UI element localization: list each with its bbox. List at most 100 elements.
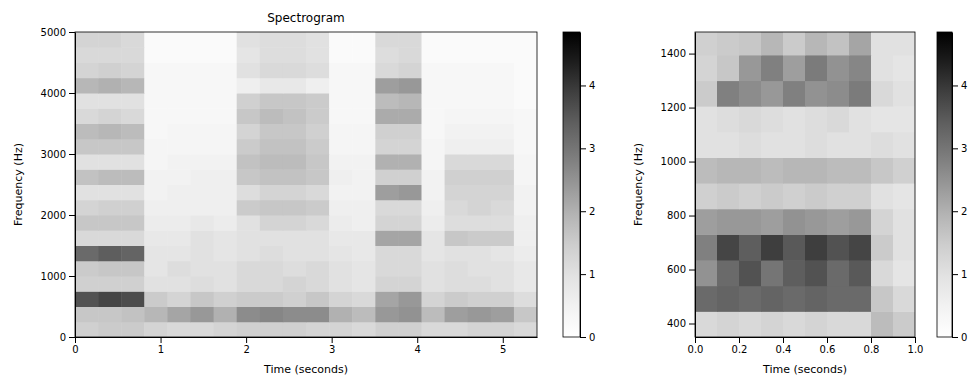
x-axis-tick-label: 1.0 bbox=[908, 344, 924, 355]
title: Spectrogram bbox=[267, 11, 345, 25]
y-axis-tick-label: 1200 bbox=[661, 102, 686, 113]
cell bbox=[695, 32, 718, 55]
cell bbox=[329, 154, 353, 170]
cell bbox=[893, 183, 915, 209]
cell bbox=[144, 230, 168, 246]
cell bbox=[167, 169, 191, 185]
cell bbox=[260, 63, 284, 79]
cell bbox=[306, 291, 330, 307]
cell bbox=[422, 200, 446, 216]
cell bbox=[422, 154, 446, 170]
cell bbox=[98, 139, 122, 155]
x-axis-tick-mark bbox=[783, 337, 784, 343]
cell bbox=[352, 307, 376, 323]
cell bbox=[167, 139, 191, 155]
cell bbox=[283, 108, 307, 124]
cell bbox=[445, 276, 469, 292]
cell bbox=[893, 286, 915, 312]
cell bbox=[283, 200, 307, 216]
cell bbox=[398, 276, 422, 292]
cell bbox=[283, 261, 307, 277]
cell bbox=[191, 32, 215, 48]
cell bbox=[167, 93, 191, 109]
cell bbox=[514, 215, 537, 231]
cell bbox=[491, 322, 515, 337]
y-axis-tick-mark bbox=[69, 93, 75, 94]
cell bbox=[375, 322, 399, 337]
cell bbox=[191, 185, 215, 201]
cell bbox=[237, 215, 261, 231]
x-axis-tick-mark bbox=[503, 337, 504, 343]
cell bbox=[144, 47, 168, 63]
y-axis-tick: 3000 bbox=[41, 149, 75, 160]
cell bbox=[445, 63, 469, 79]
cell bbox=[849, 234, 872, 260]
cell bbox=[214, 246, 238, 262]
colorbar-axis-tick: 1 bbox=[580, 269, 595, 280]
cell bbox=[893, 132, 915, 158]
cell bbox=[306, 307, 330, 323]
cell bbox=[144, 291, 168, 307]
cell bbox=[849, 32, 872, 55]
plot-frame bbox=[695, 32, 915, 337]
cell bbox=[761, 132, 784, 158]
y-axis-tick: 0 bbox=[60, 332, 75, 343]
cell bbox=[144, 246, 168, 262]
cell bbox=[717, 132, 740, 158]
y-axis-tick: 600 bbox=[667, 264, 695, 275]
cell bbox=[329, 322, 353, 337]
colorbar-axis-tick: 2 bbox=[952, 206, 967, 217]
cell bbox=[514, 185, 537, 201]
cell bbox=[191, 322, 215, 337]
cell bbox=[893, 311, 915, 337]
cell bbox=[144, 32, 168, 48]
cell bbox=[491, 124, 515, 140]
cell bbox=[260, 108, 284, 124]
cell bbox=[375, 215, 399, 231]
cell bbox=[445, 139, 469, 155]
cell bbox=[422, 276, 446, 292]
cell bbox=[398, 108, 422, 124]
colorbar-axis-tick: 2 bbox=[580, 206, 595, 217]
cell bbox=[739, 55, 762, 81]
cell bbox=[121, 307, 145, 323]
cell bbox=[761, 234, 784, 260]
cell bbox=[98, 200, 122, 216]
cell bbox=[306, 78, 330, 94]
cell bbox=[98, 169, 122, 185]
cell bbox=[98, 185, 122, 201]
cell bbox=[445, 291, 469, 307]
cell bbox=[121, 108, 145, 124]
cell bbox=[445, 185, 469, 201]
cell bbox=[191, 261, 215, 277]
cell bbox=[375, 47, 399, 63]
cell bbox=[739, 209, 762, 235]
cell bbox=[214, 200, 238, 216]
cell bbox=[283, 139, 307, 155]
cell bbox=[75, 154, 99, 170]
y-axis-tick-label: 400 bbox=[667, 318, 686, 329]
cell bbox=[237, 32, 261, 48]
cell bbox=[98, 78, 122, 94]
cell bbox=[398, 63, 422, 79]
cell bbox=[375, 124, 399, 140]
cell bbox=[783, 209, 806, 235]
cell bbox=[283, 47, 307, 63]
cell bbox=[283, 230, 307, 246]
cell bbox=[514, 322, 537, 337]
cell bbox=[352, 230, 376, 246]
cell bbox=[75, 78, 99, 94]
x-axis-tick-label: 1 bbox=[158, 344, 164, 355]
x-axis-tick-mark bbox=[417, 337, 418, 343]
cell bbox=[491, 230, 515, 246]
cell bbox=[491, 215, 515, 231]
cell bbox=[445, 307, 469, 323]
cell bbox=[491, 78, 515, 94]
cell bbox=[422, 261, 446, 277]
x-axis-tick: 0.6 bbox=[820, 337, 836, 355]
cell bbox=[871, 209, 894, 235]
cell bbox=[739, 32, 762, 55]
cell bbox=[306, 154, 330, 170]
cell bbox=[761, 158, 784, 184]
cell bbox=[783, 81, 806, 107]
